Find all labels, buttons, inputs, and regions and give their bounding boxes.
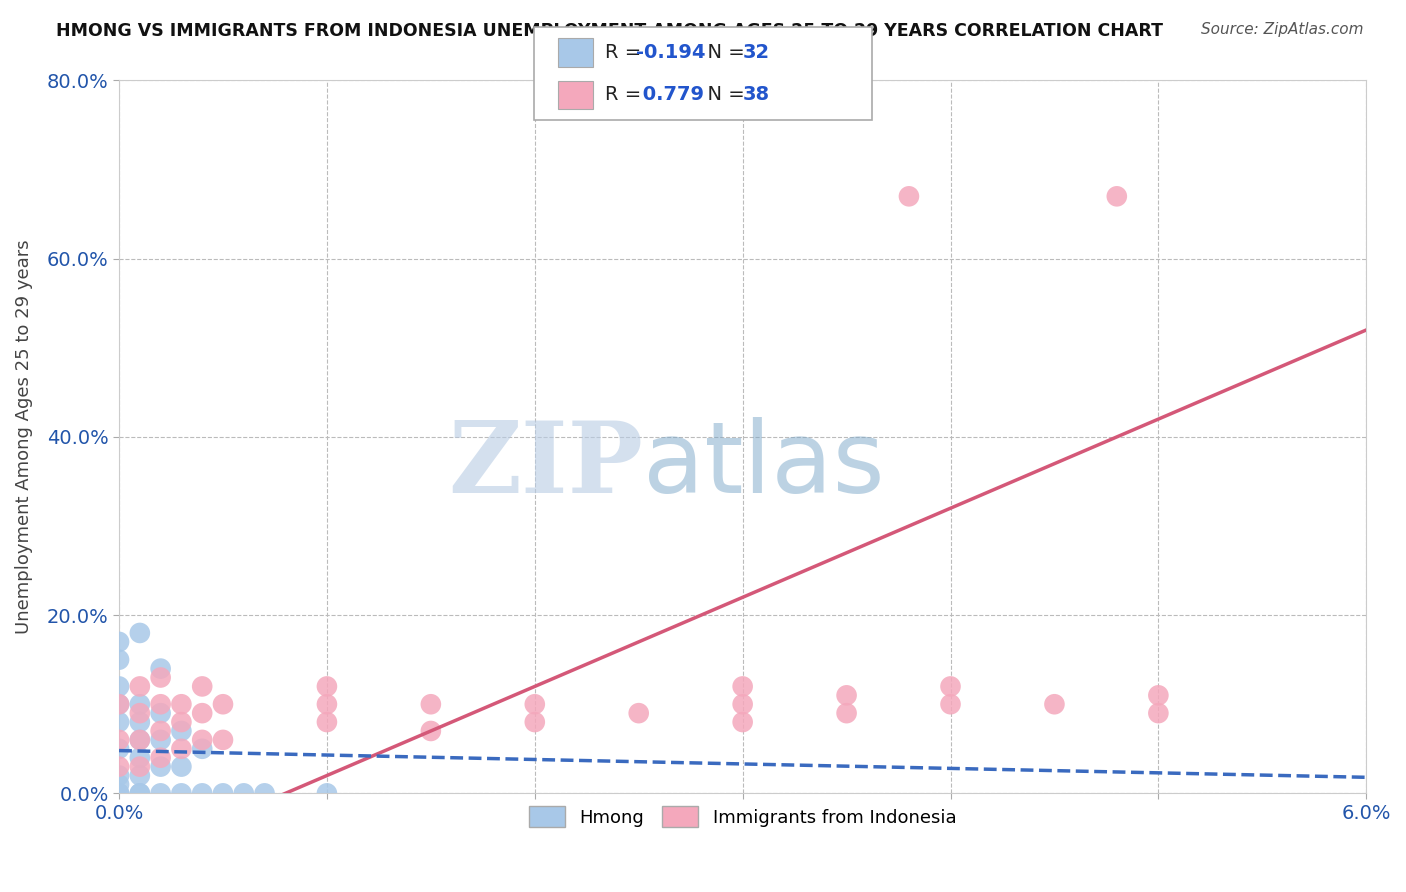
Point (731, 698, 754, 712)
Point (627, 706, 650, 720)
Point (128, 732, 150, 747)
Point (170, 759, 193, 773)
Point (316, 786, 339, 800)
Point (835, 706, 858, 720)
Point (108, 732, 131, 747)
Point (128, 759, 150, 773)
Point (170, 741, 193, 756)
Point (108, 698, 131, 712)
Point (128, 732, 150, 747)
Point (149, 732, 172, 747)
Point (170, 723, 193, 738)
Text: N =: N = (695, 43, 751, 62)
Point (191, 732, 214, 747)
Point (128, 626, 150, 640)
Point (523, 714, 546, 729)
Text: R =: R = (605, 86, 647, 104)
Text: 38: 38 (742, 86, 769, 104)
Point (170, 786, 193, 800)
Point (191, 706, 214, 720)
Point (939, 680, 962, 694)
Point (191, 786, 214, 800)
Text: R =: R = (605, 43, 647, 62)
Point (128, 680, 150, 694)
Point (108, 759, 131, 773)
Point (149, 671, 172, 685)
Point (232, 786, 254, 800)
Text: ZIP: ZIP (449, 417, 643, 514)
Point (1043, 698, 1066, 712)
Y-axis label: Unemployment Among Ages 25 to 29 years: Unemployment Among Ages 25 to 29 years (15, 240, 32, 634)
Point (108, 653, 131, 667)
Text: HMONG VS IMMIGRANTS FROM INDONESIA UNEMPLOYMENT AMONG AGES 25 TO 29 YEARS CORREL: HMONG VS IMMIGRANTS FROM INDONESIA UNEMP… (56, 22, 1163, 40)
Point (108, 680, 131, 694)
Point (108, 714, 131, 729)
Point (835, 689, 858, 703)
Point (316, 680, 339, 694)
Text: 0.779: 0.779 (636, 86, 703, 104)
Point (149, 698, 172, 712)
Text: N =: N = (695, 86, 751, 104)
Point (149, 723, 172, 738)
Point (170, 698, 193, 712)
Point (897, 189, 920, 203)
Point (149, 750, 172, 764)
Point (128, 786, 150, 800)
Point (108, 786, 131, 800)
Point (191, 741, 214, 756)
Point (316, 714, 339, 729)
Point (419, 723, 441, 738)
Point (731, 714, 754, 729)
Point (170, 714, 193, 729)
Point (316, 698, 339, 712)
Point (419, 698, 441, 712)
Point (108, 741, 131, 756)
Point (149, 706, 172, 720)
Point (149, 786, 172, 800)
Point (253, 786, 276, 800)
Point (939, 698, 962, 712)
Point (128, 786, 150, 800)
Point (108, 786, 131, 800)
Point (523, 698, 546, 712)
Point (128, 768, 150, 782)
Point (212, 786, 235, 800)
Point (1147, 706, 1170, 720)
Text: atlas: atlas (643, 417, 884, 514)
Point (1105, 189, 1128, 203)
Point (1147, 689, 1170, 703)
Point (149, 662, 172, 676)
Point (128, 706, 150, 720)
Point (128, 698, 150, 712)
Point (108, 777, 131, 791)
Text: Source: ZipAtlas.com: Source: ZipAtlas.com (1201, 22, 1364, 37)
Point (128, 714, 150, 729)
Point (108, 768, 131, 782)
Point (128, 750, 150, 764)
Point (212, 698, 235, 712)
Point (108, 698, 131, 712)
Point (191, 680, 214, 694)
Point (108, 635, 131, 649)
Point (149, 759, 172, 773)
Text: -0.194: -0.194 (636, 43, 704, 62)
Text: 32: 32 (742, 43, 769, 62)
Point (212, 732, 235, 747)
Point (731, 680, 754, 694)
Legend: Hmong, Immigrants from Indonesia: Hmong, Immigrants from Indonesia (522, 799, 963, 834)
